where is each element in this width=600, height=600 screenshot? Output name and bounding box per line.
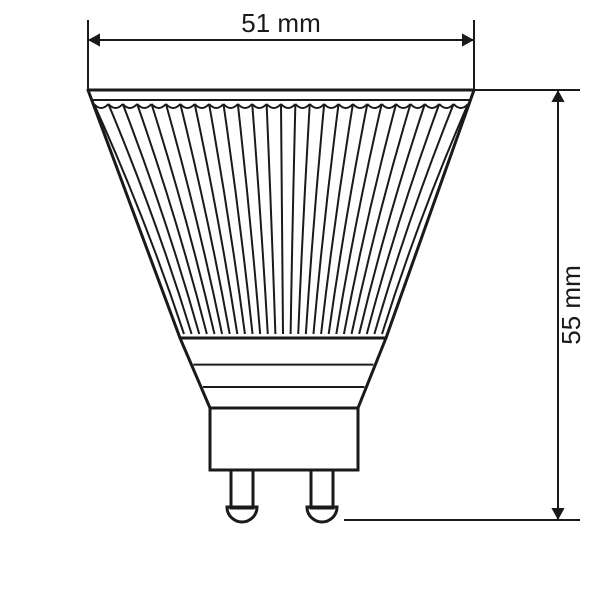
width-dimension-label: 51 mm [241,8,320,38]
height-dimension-label: 55 mm [556,265,586,344]
bulb-dimension-diagram: 51 mm 55 mm [0,0,600,600]
